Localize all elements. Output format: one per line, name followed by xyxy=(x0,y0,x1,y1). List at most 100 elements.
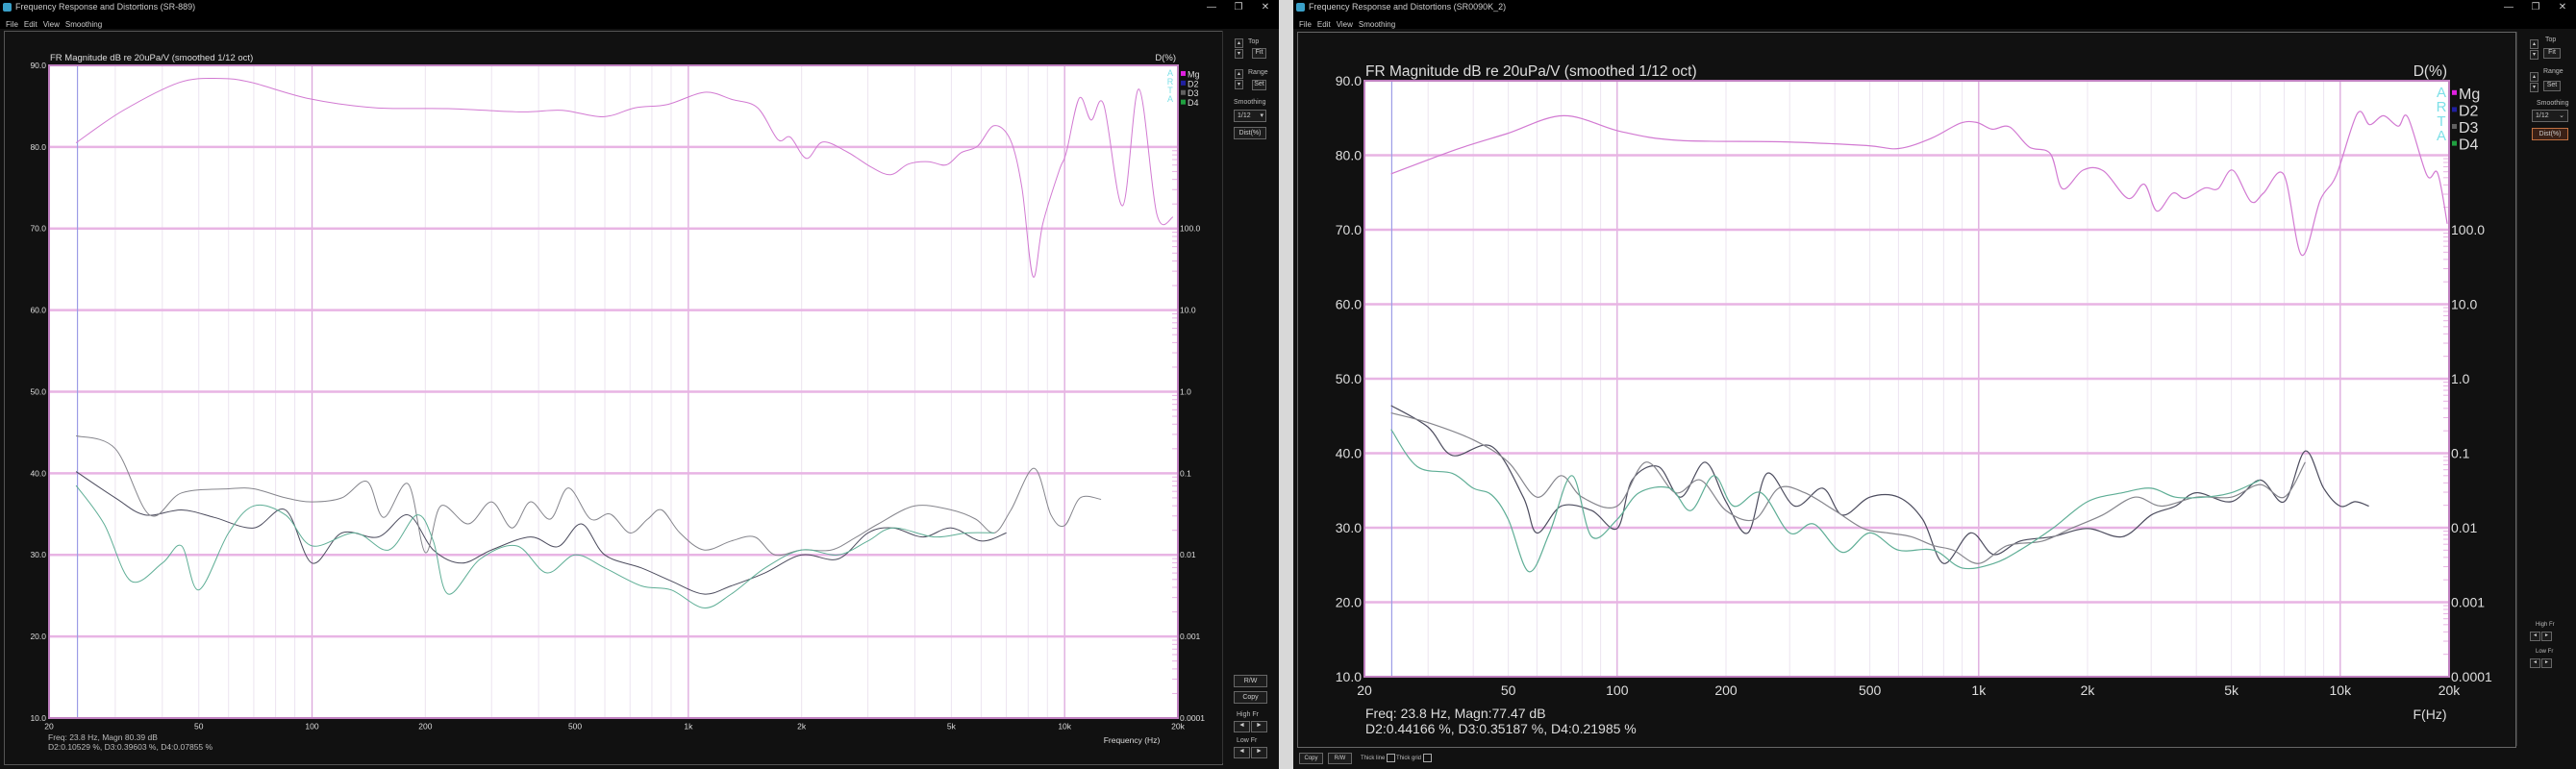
x-axis-label: Frequency (Hz) xyxy=(1104,735,1161,745)
y2-axis-label: D(%) xyxy=(2413,63,2447,80)
low-fr-left-button[interactable]: ◄ xyxy=(1234,747,1250,758)
smoothing-select[interactable]: 1/12 ⌄ xyxy=(2532,110,2568,122)
y-tick-label: 30.0 xyxy=(1336,520,1362,535)
arta-app-icon xyxy=(1296,3,1305,12)
menu-edit[interactable]: Edit xyxy=(1316,20,1331,29)
close-button[interactable]: ✕ xyxy=(2558,2,2567,12)
series-line-d3 xyxy=(1390,412,2306,564)
chevron-down-icon: ⌄ xyxy=(2559,112,2564,119)
y-tick-label: 40.0 xyxy=(1336,445,1362,460)
thick-grid-checkbox[interactable]: Thick grid xyxy=(1396,754,1433,762)
y2-tick-label: 100.0 xyxy=(1180,224,1201,234)
rw-button[interactable]: R/W xyxy=(1234,675,1267,687)
checkbox-icon[interactable] xyxy=(1423,754,1433,762)
y2-tick-label: 0.1 xyxy=(2451,445,2470,460)
x-tick-label: 20k xyxy=(2438,682,2462,698)
y-tick-label: 80.0 xyxy=(30,142,46,152)
x-tick-label: 100 xyxy=(305,721,318,731)
checkbox-icon[interactable] xyxy=(1387,754,1396,762)
y2-tick-label: 0.01 xyxy=(2451,520,2477,535)
high-fr-right-button[interactable]: ► xyxy=(2541,632,2552,641)
set-button[interactable]: Set xyxy=(2543,81,2561,91)
menu-view[interactable]: View xyxy=(42,20,60,29)
low-fr-label: Low Fr xyxy=(1237,737,1258,744)
x-tick-label: 50 xyxy=(194,721,204,731)
y2-axis-label: D(%) xyxy=(1155,53,1176,63)
rw-button[interactable]: R/W xyxy=(1328,753,1352,764)
readout-line-2: D2:0.10529 %, D3:0.39603 %, D4:0.07855 % xyxy=(48,742,213,752)
copy-button[interactable]: Copy xyxy=(1234,691,1267,704)
plot-border xyxy=(48,64,1179,719)
x-tick-label: 10k xyxy=(2330,682,2353,698)
low-fr-left-button[interactable]: ◄ xyxy=(2530,658,2540,668)
legend-label-d3[interactable]: D3 xyxy=(2459,120,2479,136)
y-tick-label: 90.0 xyxy=(30,61,46,70)
thick-line-label: Thick line xyxy=(1361,756,1386,762)
top-down-button[interactable]: ▾ xyxy=(2530,50,2538,60)
x-tick-label: 50 xyxy=(1501,682,1516,698)
thick-line-checkbox[interactable]: Thick line xyxy=(1361,754,1396,762)
high-fr-left-button[interactable]: ◄ xyxy=(1234,721,1250,732)
high-fr-right-button[interactable]: ► xyxy=(1251,721,1267,732)
readout-line-1: Freq: 23.8 Hz, Magn:77.47 dB xyxy=(1365,706,1546,721)
legend-swatch-d4 xyxy=(2452,140,2457,146)
y-tick-label: 50.0 xyxy=(30,386,46,396)
legend-label-d3[interactable]: D3 xyxy=(1188,88,1199,98)
minimize-button[interactable]: — xyxy=(2504,2,2513,12)
high-fr-left-button[interactable]: ◄ xyxy=(2530,632,2540,641)
top-down-button[interactable]: ▾ xyxy=(1235,49,1243,59)
arta-watermark-letter: R xyxy=(1167,77,1174,87)
legend-label-d4[interactable]: D4 xyxy=(2459,137,2479,154)
menu-view[interactable]: View xyxy=(1336,20,1353,29)
range-up-button[interactable]: ▴ xyxy=(2530,72,2538,82)
smoothing-select[interactable]: 1/12 ▾ xyxy=(1234,110,1266,122)
series-line-d4 xyxy=(1390,429,2261,573)
legend-label-d2[interactable]: D2 xyxy=(2459,103,2479,119)
menu-edit[interactable]: Edit xyxy=(23,20,38,29)
top-up-button[interactable]: ▴ xyxy=(2530,39,2538,49)
legend-label-mg[interactable]: Mg xyxy=(1188,69,1200,79)
dist-percent-button[interactable]: Dist(%) xyxy=(2532,128,2568,140)
close-button[interactable]: ✕ xyxy=(1261,2,1270,12)
chevron-down-icon: ▾ xyxy=(1260,112,1263,119)
low-fr-right-button[interactable]: ► xyxy=(2541,658,2552,668)
smoothing-label: Smoothing xyxy=(1234,99,1266,106)
range-down-button[interactable]: ▾ xyxy=(2530,83,2538,92)
minimize-button[interactable]: — xyxy=(1207,2,1216,12)
window-title: Frequency Response and Distortions (SR-8… xyxy=(15,2,196,12)
title-bar: Frequency Response and Distortions (SR-8… xyxy=(0,0,1279,14)
menu-smoothing[interactable]: Smoothing xyxy=(64,20,103,29)
fit-button[interactable]: Fit xyxy=(2543,48,2561,59)
legend-label-d4[interactable]: D4 xyxy=(1188,98,1199,108)
series-line-mg xyxy=(1390,111,2448,257)
x-tick-label: 200 xyxy=(418,721,432,731)
dist-percent-button[interactable]: Dist(%) xyxy=(1234,127,1266,139)
y-tick-label: 80.0 xyxy=(1336,147,1362,162)
set-button[interactable]: Set xyxy=(1252,80,1266,90)
smoothing-value: 1/12 xyxy=(2536,112,2549,119)
range-up-button[interactable]: ▴ xyxy=(1235,69,1243,79)
range-down-button[interactable]: ▾ xyxy=(1235,80,1243,89)
top-up-button[interactable]: ▴ xyxy=(1235,38,1243,48)
x-tick-label: 10k xyxy=(1058,721,1071,731)
menu-file[interactable]: File xyxy=(6,20,18,29)
y2-tick-label: 0.0001 xyxy=(1180,713,1205,723)
menu-smoothing[interactable]: Smoothing xyxy=(1358,20,1396,29)
legend-swatch-d2 xyxy=(1181,80,1186,86)
copy-button[interactable]: Copy xyxy=(1299,753,1323,764)
plot-border xyxy=(1363,80,2450,678)
low-fr-right-button[interactable]: ► xyxy=(1251,747,1267,758)
y-tick-label: 20.0 xyxy=(30,632,46,641)
fit-button[interactable]: Fit xyxy=(1252,48,1266,59)
high-fr-label: High Fr xyxy=(2536,622,2555,628)
smoothing-label: Smoothing xyxy=(2537,100,2569,107)
legend-label-mg[interactable]: Mg xyxy=(2459,87,2480,103)
y2-tick-label: 1.0 xyxy=(2451,371,2470,386)
maximize-button[interactable]: ❐ xyxy=(1234,2,1243,12)
menu-file[interactable]: File xyxy=(1299,20,1312,29)
legend-label-d2[interactable]: D2 xyxy=(1188,79,1199,88)
maximize-button[interactable]: ❐ xyxy=(2531,2,2540,12)
x-tick-label: 5k xyxy=(2224,682,2239,698)
panel-divider xyxy=(2516,32,2517,746)
series-line-mg xyxy=(75,77,1174,278)
